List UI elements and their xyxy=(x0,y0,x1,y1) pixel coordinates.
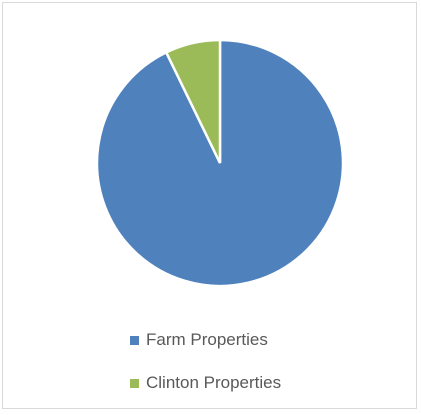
legend-label: Clinton Properties xyxy=(146,373,282,392)
pie-slice-clinton-properties xyxy=(164,38,222,164)
legend-label: Farm Properties xyxy=(146,330,268,349)
legend-item-clinton-properties: Clinton Properties xyxy=(130,372,281,394)
legend-swatch xyxy=(130,335,139,345)
legend: Farm Properties Clinton Properties xyxy=(130,329,281,415)
legend-swatch xyxy=(130,378,139,388)
legend-item-farm-properties: Farm Properties xyxy=(130,329,281,351)
pie-chart xyxy=(95,38,345,288)
pie-slices xyxy=(95,38,345,288)
chart-area: Farm Properties Clinton Properties xyxy=(2,2,417,409)
